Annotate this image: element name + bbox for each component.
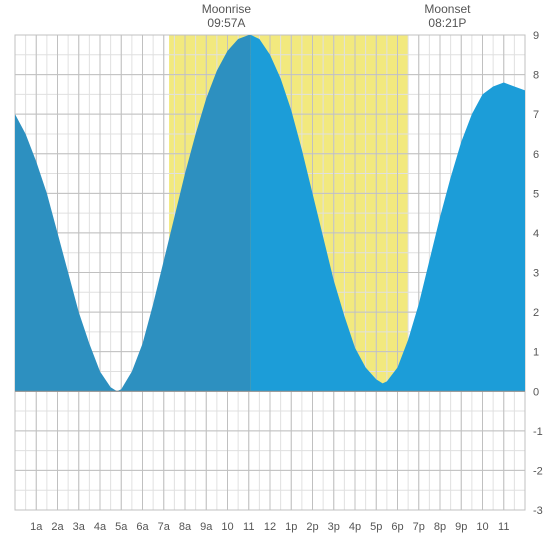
x-tick-label: 1p <box>285 521 297 533</box>
y-tick-label: -3 <box>533 505 543 517</box>
x-tick-label: 4a <box>94 521 107 533</box>
moonset-annotation: Moonset08:21P <box>407 2 487 31</box>
x-tick-label: 2a <box>51 521 64 533</box>
moonset-title: Moonset <box>407 2 487 16</box>
y-tick-label: 4 <box>533 228 539 240</box>
y-tick-label: 5 <box>533 188 539 200</box>
moonrise-annotation: Moonrise09:57A <box>186 2 266 31</box>
y-tick-label: -1 <box>533 426 543 438</box>
x-tick-label: 7a <box>158 521 171 533</box>
x-tick-label: 2p <box>306 521 318 533</box>
x-tick-label: 10 <box>221 521 233 533</box>
tide-chart: -3-2-101234567891a2a3a4a5a6a7a8a9a101112… <box>0 0 550 550</box>
x-tick-label: 8a <box>179 521 192 533</box>
x-tick-label: 11 <box>498 521 509 533</box>
x-tick-label: 4p <box>349 521 361 533</box>
y-tick-label: 7 <box>533 109 539 121</box>
x-tick-label: 10 <box>476 521 488 533</box>
y-tick-label: 8 <box>533 70 539 82</box>
x-tick-label: 8p <box>434 521 446 533</box>
x-tick-label: 3p <box>328 521 340 533</box>
x-tick-label: 12 <box>264 521 276 533</box>
x-tick-label: 6a <box>136 521 149 533</box>
moonset-time: 08:21P <box>407 16 487 30</box>
y-tick-label: -2 <box>533 465 543 477</box>
chart-svg: -3-2-101234567891a2a3a4a5a6a7a8a9a101112… <box>0 0 550 550</box>
y-tick-label: 1 <box>533 347 539 359</box>
x-tick-label: 5a <box>115 521 128 533</box>
x-tick-label: 11 <box>243 521 254 533</box>
moonrise-title: Moonrise <box>186 2 266 16</box>
y-tick-label: 9 <box>533 30 539 42</box>
y-tick-label: 6 <box>533 149 539 161</box>
x-tick-label: 1a <box>30 521 43 533</box>
y-tick-label: 3 <box>533 268 539 280</box>
y-tick-label: 0 <box>533 386 539 398</box>
x-tick-label: 3a <box>73 521 86 533</box>
x-tick-label: 9a <box>200 521 213 533</box>
x-tick-label: 9p <box>455 521 467 533</box>
x-tick-label: 7p <box>413 521 425 533</box>
moonrise-time: 09:57A <box>186 16 266 30</box>
y-tick-label: 2 <box>533 307 539 319</box>
x-tick-label: 6p <box>391 521 403 533</box>
x-tick-label: 5p <box>370 521 382 533</box>
